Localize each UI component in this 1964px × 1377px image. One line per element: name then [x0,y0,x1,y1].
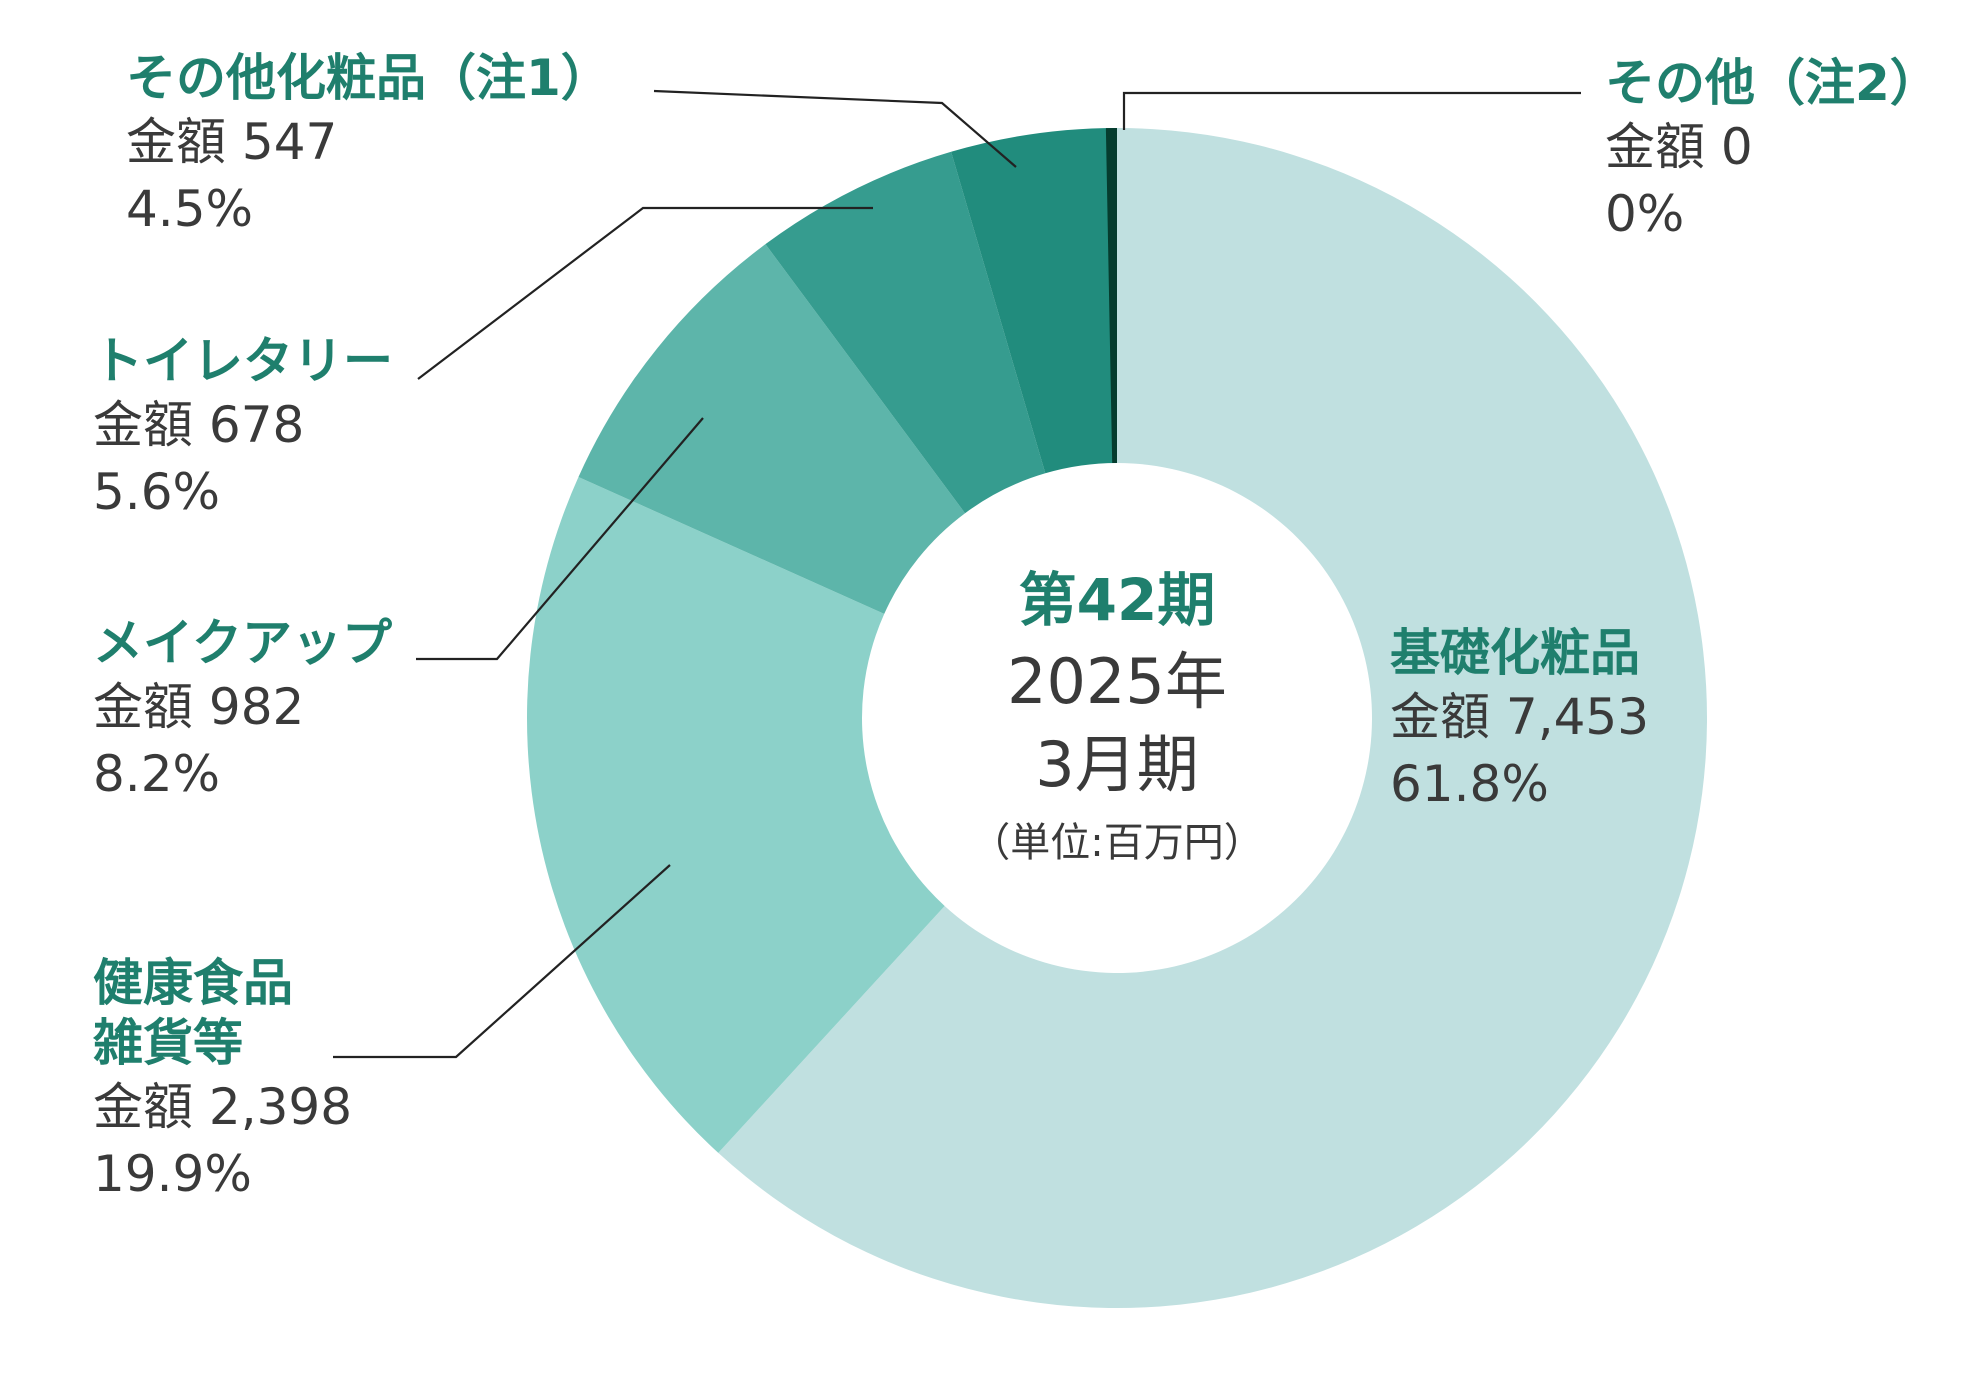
label-name-other-cosme: その他化粧品（注1） [126,49,611,107]
label-name-other: その他（注2） [1605,54,1940,112]
label-amount-makeup: 金額 982 [93,678,304,736]
slice-other [1105,128,1117,464]
center-year: 2025年 [1007,645,1227,718]
center-unit: （単位:百万円） [970,820,1263,866]
label-percent-other-cosme: 4.5% [126,180,253,238]
label-name-makeup: メイクアップ [93,614,392,672]
label-other-cosme: その他化粧品（注1） 金額 547 4.5% [126,49,611,238]
label-percent-makeup: 8.2% [93,745,220,803]
leader-other-cosme [653,89,1017,168]
slice-kenko [527,477,945,1153]
slice-kiso [718,128,1707,1308]
label-amount-kenko: 金額 2,398 [93,1078,352,1136]
label-amount-other-cosme: 金額 547 [126,113,337,171]
label-percent-other: 0% [1605,185,1684,243]
label-other: その他（注2） 金額 0 0% [1605,54,1940,243]
label-percent-toiletry: 5.6% [93,463,220,521]
leader-toiletry [417,206,873,380]
leader-kenko [333,864,671,1059]
slice-other-cosme [951,128,1117,474]
label-name-kenko: 雑貨等 [92,1014,243,1072]
label-percent-kenko: 19.9% [93,1145,252,1203]
label-name-kenko: 健康食品 [93,954,293,1012]
leader-lines [333,89,1581,1059]
label-amount-toiletry: 金額 678 [93,396,304,454]
donut-center: 第42期 2025年 3月期 （単位:百万円） [970,566,1263,866]
label-amount-kiso: 金額 7,453 [1390,688,1649,746]
label-name-toiletry: トイレタリー [93,332,393,390]
label-percent-kiso: 61.8% [1390,755,1549,813]
slice-makeup [578,244,966,614]
center-period: 第42期 [1019,566,1216,634]
donut-slices [527,128,1707,1308]
leader-other [1122,91,1581,130]
leader-makeup [416,417,704,661]
label-name-kiso: 基礎化粧品 [1390,624,1640,682]
slice-toiletry [765,151,1046,514]
center-month: 3月期 [1035,728,1198,801]
label-amount-other: 金額 0 [1605,118,1753,176]
